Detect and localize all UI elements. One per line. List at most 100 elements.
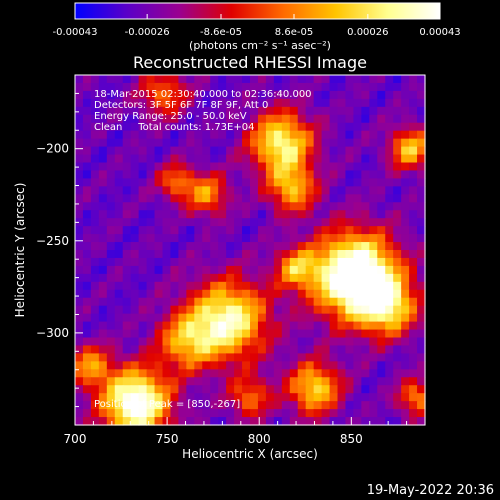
heatmap-cell	[130, 202, 140, 211]
heatmap-cell	[281, 273, 291, 283]
heatmap-cell	[234, 321, 243, 331]
heatmap-cell	[114, 162, 124, 172]
heatmap-cell	[178, 186, 187, 195]
heatmap-cell	[98, 313, 108, 323]
heatmap-cell	[114, 202, 124, 211]
heatmap-cell	[186, 218, 195, 227]
heatmap-cell	[250, 305, 259, 315]
heatmap-cell	[106, 170, 116, 179]
heatmap-cell	[257, 170, 267, 179]
heatmap-cell	[393, 186, 402, 195]
heatmap-cell	[178, 321, 187, 331]
heatmap-cell	[289, 154, 299, 164]
heatmap-cell	[162, 218, 172, 227]
heatmap-cell	[138, 265, 148, 275]
heatmap-cell	[138, 242, 148, 251]
heatmap-cell	[393, 361, 402, 370]
heatmap-cell	[329, 90, 339, 100]
heatmap-cell	[90, 162, 100, 172]
heatmap-cell	[305, 202, 315, 211]
heatmap-cell	[337, 377, 347, 386]
heatmap-cell	[138, 106, 148, 116]
heatmap-cell	[170, 353, 179, 362]
heatmap-cell	[401, 106, 410, 116]
heatmap-cell	[138, 114, 148, 124]
heatmap-cell	[242, 409, 251, 418]
heatmap-cell	[98, 234, 108, 243]
heatmap-cell	[202, 106, 211, 116]
heatmap-cell	[297, 361, 307, 370]
heatmap-cell	[297, 122, 307, 132]
heatmap-cell	[281, 385, 291, 394]
heatmap-cell	[385, 337, 394, 347]
heatmap-cell	[106, 393, 116, 402]
heatmap-cell	[202, 265, 211, 275]
heatmap-cell	[289, 305, 299, 315]
heatmap-cell	[114, 353, 124, 362]
heatmap-cell	[202, 369, 211, 378]
heatmap-cell	[313, 170, 323, 179]
heatmap-cell	[210, 345, 219, 354]
heatmap-cell	[154, 417, 164, 426]
heatmap-cell	[122, 257, 132, 267]
heatmap-cell	[393, 162, 402, 172]
heatmap-cell	[409, 273, 418, 283]
heatmap-cell	[393, 90, 402, 100]
colorbar-tick-label: -8.6e-05	[200, 27, 242, 38]
heatmap-cell	[138, 75, 148, 84]
heatmap-cell	[313, 242, 323, 251]
heatmap-cell	[377, 234, 386, 243]
heatmap-cell	[202, 202, 211, 211]
heatmap-cell	[146, 210, 156, 219]
heatmap-cell	[281, 337, 291, 347]
heatmap-cell	[226, 218, 235, 227]
heatmap-cell	[417, 345, 426, 354]
heatmap-cell	[122, 353, 132, 362]
heatmap-cell	[385, 75, 394, 84]
heatmap-cell	[265, 234, 275, 243]
heatmap-cell	[186, 393, 195, 402]
heatmap-cell	[257, 305, 267, 315]
heatmap-cell	[122, 345, 132, 354]
heatmap-cell	[257, 154, 267, 164]
heatmap-cell	[305, 257, 315, 267]
heatmap-cell	[90, 313, 100, 323]
heatmap-cell	[98, 194, 108, 203]
heatmap-cell	[146, 385, 156, 394]
heatmap-cell	[385, 90, 394, 100]
heatmap-cell	[146, 377, 156, 386]
heatmap-cell	[369, 130, 378, 140]
heatmap-cell	[313, 305, 323, 315]
heatmap-cell	[281, 98, 291, 108]
heatmap-cell	[281, 257, 291, 267]
heatmap-cell	[82, 289, 92, 299]
heatmap-cell	[385, 154, 394, 164]
heatmap-cell	[401, 226, 410, 235]
heatmap-cell	[265, 114, 275, 124]
heatmap-cell	[130, 194, 140, 203]
heatmap-cell	[401, 98, 410, 108]
heatmap-cell	[353, 250, 362, 259]
heatmap-cell	[210, 281, 219, 291]
heatmap-cell	[130, 337, 140, 347]
heatmap-cell	[218, 226, 227, 235]
heatmap-cell	[130, 162, 140, 172]
heatmap-cell	[337, 162, 347, 172]
heatmap-cell	[226, 361, 235, 370]
heatmap-cell	[82, 281, 92, 291]
heatmap-cell	[305, 289, 315, 299]
heatmap-cell	[369, 409, 378, 418]
heatmap-cell	[409, 409, 418, 418]
heatmap-cell	[417, 401, 426, 410]
heatmap-cell	[377, 194, 386, 203]
heatmap-cell	[377, 265, 386, 275]
heatmap-cell	[361, 186, 370, 195]
heatmap-cell	[297, 218, 307, 227]
heatmap-cell	[202, 305, 211, 315]
heatmap-cell	[329, 289, 339, 299]
heatmap-cell	[289, 202, 299, 211]
heatmap-cell	[273, 345, 283, 354]
heatmap-cell	[178, 401, 187, 410]
heatmap-cell	[162, 194, 172, 203]
heatmap-cell	[377, 75, 386, 84]
